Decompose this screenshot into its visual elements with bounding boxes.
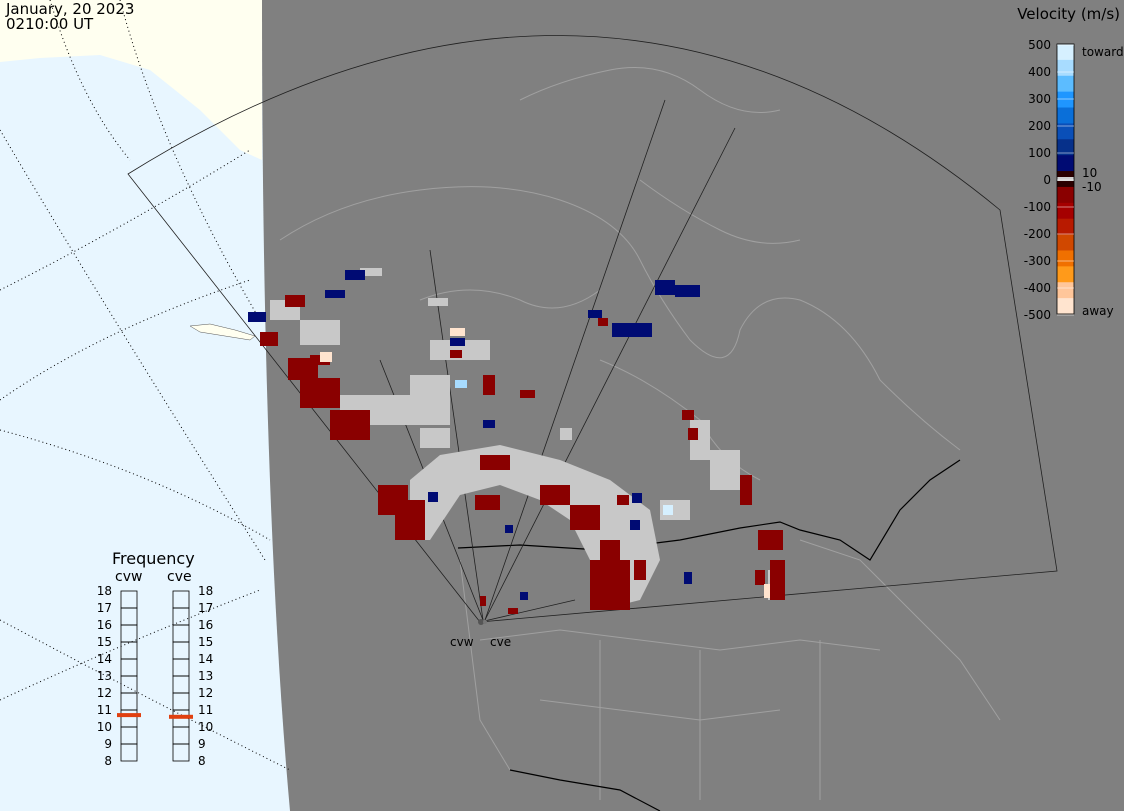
colorbar-neg-min-label: -10 [1082,180,1102,194]
frequency-tick-label: 17 [97,601,112,615]
colorbar-away-label: away [1082,304,1114,318]
colorbar-segment [1057,59,1074,77]
colorbar-segment [1057,123,1074,140]
frequency-tick-label: 18 [198,584,213,598]
frequency-cell [172,692,190,711]
frequency-cell [172,726,190,745]
colorbar-tick-label: 100 [1028,146,1051,160]
frequency-indicator-cvw [117,713,141,718]
colorbar-segment [1057,44,1074,61]
frequency-cell [120,624,138,643]
frequency-cell [172,624,190,643]
frequency-tick-label: 8 [198,754,206,768]
station-label-cve: cve [490,635,512,649]
colorbar-segment [1057,186,1074,204]
lat-lon-grid [0,0,291,771]
colorbar-tick-label: -500 [1024,308,1051,322]
toward-velocity-cells [248,270,700,600]
colorbar-frame [1056,43,1075,315]
frequency-cell [172,590,190,609]
colorbar-tick-label: 200 [1028,119,1051,133]
frequency-cell [120,590,138,609]
aleutian-island [189,323,256,341]
frequency-cell [120,607,138,626]
frequency-tick-label: 9 [198,737,206,751]
frequency-tick-label: 11 [198,703,213,717]
frequency-tick-label: 14 [97,652,112,666]
colorbar-segment [1057,266,1074,283]
frequency-tick-label: 9 [104,737,112,751]
frequency-cell [172,658,190,677]
colorbar-toward-label: toward [1082,45,1124,59]
frequency-tick-label: 18 [97,584,112,598]
frequency-cell [172,607,190,626]
frequency-tick-label: 13 [97,669,112,683]
colorbar-tick-label: -300 [1024,254,1051,268]
colorbar-tick-label: 400 [1028,65,1051,79]
away-velocity-cells [260,295,785,614]
colorbar-segment [1057,218,1074,236]
colorbar-tick-label: -100 [1024,200,1051,214]
colorbar-zero-band [1057,177,1074,181]
colorbar-segment [1057,298,1074,315]
frequency-cell [172,743,190,762]
frequency-indicator-cve [169,714,193,719]
frequency-cell [120,658,138,677]
colorbar-tick-label: 0 [1043,173,1051,187]
colorbar-segment [1057,202,1074,220]
frequency-tick-label: 12 [198,686,213,700]
frequency-cell [120,726,138,745]
frequency-cell [172,675,190,694]
extreme-velocity-cells [320,328,770,598]
frequency-cell [120,675,138,694]
velocity-colorbar: 500 400 300 200 100 0 -100 -200 -300 -400 -500 towa… [1024,38,1124,322]
frequency-tick-label: 15 [97,635,112,649]
colorbar-tick-label: -400 [1024,281,1051,295]
frequency-cell [120,709,138,728]
station-label-cvw: cvw [450,635,474,649]
frequency-label-cve: cve [167,569,192,585]
colorbar-title: Velocity (m/s) [1017,5,1120,23]
coastlines [279,67,1001,800]
colorbar-segment [1057,250,1074,267]
frequency-tick-label: 8 [104,754,112,768]
frequency-cell [120,692,138,711]
frequency-tick-label: 13 [198,669,213,683]
colorbar-tick-label: 300 [1028,92,1051,106]
colorbar-segment [1057,75,1074,93]
frequency-tick-label: 10 [97,720,112,734]
frequency-tick-label: 16 [198,618,213,632]
colorbar-segment [1057,155,1074,172]
frequency-cell [120,743,138,762]
fov-outline [127,35,1058,623]
frequency-tick-label: 14 [198,652,213,666]
frequency-panel: 18 18 17 17 16 16 15 15 14 14 13 13 12 12 11 11 10 10 9 9 8 8 [97,584,214,768]
colorbar-segment [1057,139,1074,156]
radar-site-cvw-marker [478,619,484,625]
frequency-label-cvw: cvw [115,569,143,585]
colorbar-segment [1057,282,1074,299]
frequency-tick-label: 12 [97,686,112,700]
colorbar-segment [1057,234,1074,251]
colorbar-segment [1057,91,1074,109]
colorbar-tick-label: -200 [1024,227,1051,241]
frequency-cell [120,641,138,660]
colorbar-segment [1057,107,1074,124]
frequency-tick-label: 17 [198,601,213,615]
frequency-title: Frequency [112,549,195,568]
frequency-tick-label: 15 [198,635,213,649]
frequency-tick-label: 10 [198,720,213,734]
time-label: 0210:00 UT [6,15,94,33]
colorbar-tick-label: 500 [1028,38,1051,52]
frequency-tick-label: 11 [97,703,112,717]
date-label: January, 20 2023 [6,0,135,18]
frequency-cell [172,641,190,660]
colorbar-pos-min-label: 10 [1082,166,1097,180]
radar-site-cve-marker [483,620,487,624]
alaska-landmass [0,0,262,160]
frequency-tick-label: 16 [97,618,112,632]
